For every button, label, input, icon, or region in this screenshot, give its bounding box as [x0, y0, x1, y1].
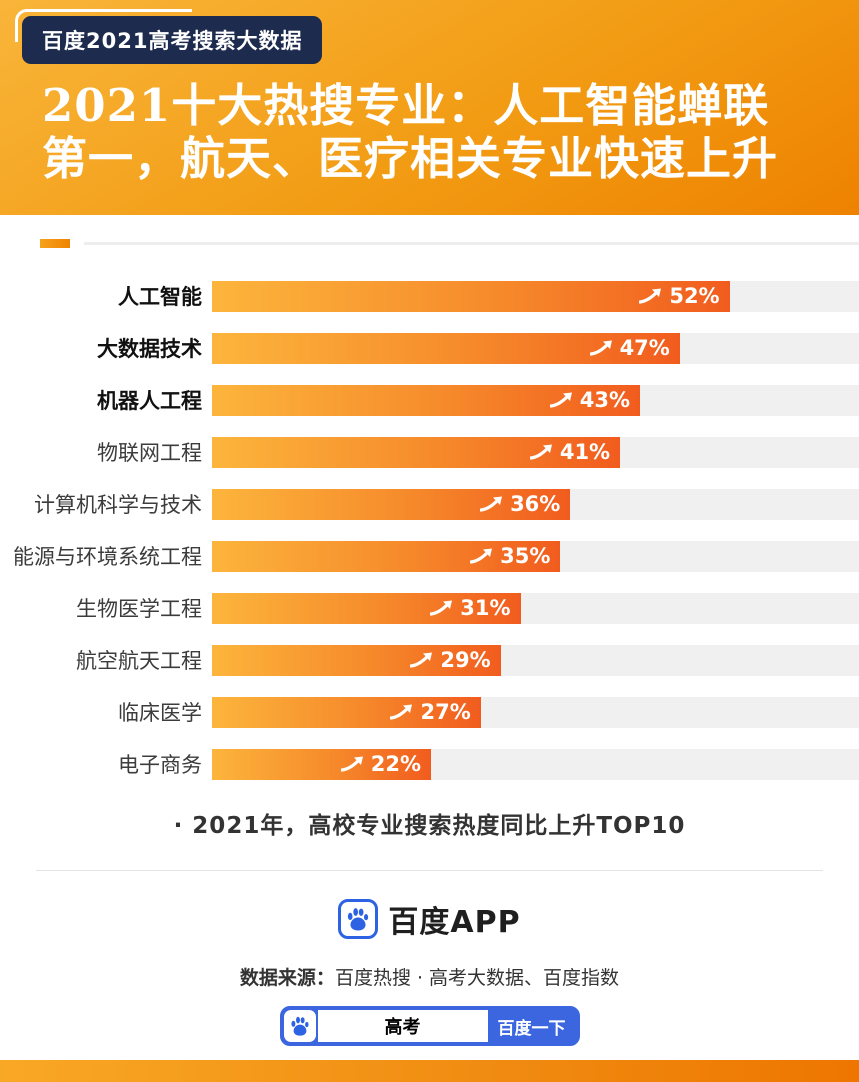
baidu-paw-icon [338, 899, 379, 940]
baidu-app-logo: 百度APP [0, 897, 859, 941]
bar-track: 29% [212, 644, 859, 676]
bar-track: 27% [212, 696, 859, 728]
bar: 52% [212, 280, 730, 312]
bar-chart: 人工智能 52% 大数据技术 [0, 270, 859, 790]
value-label: 27% [420, 700, 471, 725]
page-title-line1: 2021十大热搜专业：人工智能蝉联 [42, 79, 770, 132]
trend-up-arrow-icon [529, 444, 554, 460]
value-label: 41% [559, 440, 611, 465]
accent-bar [40, 239, 70, 249]
bottom-strip [0, 1060, 859, 1082]
bar-track: 31% [212, 592, 859, 624]
chart-row: 航空航天工程 29% [0, 634, 859, 686]
category-label: 生物医学工程 [76, 597, 202, 622]
chart-row: 临床医学 27% [0, 686, 859, 738]
chart-row: 机器人工程 43% [0, 374, 859, 426]
trend-up-arrow-icon [390, 704, 414, 720]
trend-up-arrow-icon [410, 652, 434, 668]
search-button[interactable]: 百度一下 [497, 1018, 566, 1039]
baidu-app-name: 百度APP [388, 905, 521, 941]
bar: 36% [212, 488, 571, 520]
category-label: 人工智能 [118, 285, 202, 310]
baidu-search-bar[interactable]: 高考 百度一下 [279, 1006, 580, 1047]
category-label: 电子商务 [118, 753, 202, 778]
bottom-spacer [0, 1046, 859, 1060]
trend-up-arrow-icon [430, 600, 454, 616]
bar: 27% [212, 696, 481, 728]
page-title-line2: 第一，航天、医疗相关专业快速上升 [42, 131, 779, 185]
chart-row: 人工智能 52% [0, 270, 859, 322]
data-source: 数据来源：百度热搜 · 高考大数据、百度指数 [0, 963, 859, 990]
trend-up-arrow-icon [639, 288, 663, 304]
search-input[interactable]: 高考 [317, 1010, 488, 1043]
chart-row: 大数据技术 47% [0, 322, 859, 374]
value-label: 52% [669, 284, 720, 309]
trend-up-arrow-icon [589, 340, 614, 356]
trend-up-arrow-icon [340, 756, 365, 772]
category-label: 航空航天工程 [76, 649, 202, 674]
bar: 43% [212, 384, 640, 416]
chart-row: 计算机科学与技术 36% [0, 478, 859, 530]
chart-row: 电子商务 22% [0, 738, 859, 790]
bar: 35% [212, 540, 561, 572]
value-label: 47% [619, 336, 670, 361]
category-label: 物联网工程 [97, 441, 202, 466]
bar: 31% [212, 592, 521, 624]
bar: 22% [212, 748, 431, 780]
data-source-label: 数据来源： [239, 967, 335, 990]
chart-row: 生物医学工程 31% [0, 582, 859, 634]
bar-track: 22% [212, 748, 859, 780]
bar: 47% [212, 332, 680, 364]
bar-track: 47% [212, 332, 859, 364]
bar-track: 43% [212, 384, 859, 416]
trend-up-arrow-icon [480, 496, 504, 512]
page-title: 2021十大热搜专业：人工智能蝉联 第一，航天、医疗相关专业快速上升 [42, 79, 823, 185]
footer-divider [36, 870, 823, 872]
section-accent [40, 239, 859, 249]
bar-track: 36% [212, 488, 859, 520]
category-label: 临床医学 [118, 701, 202, 726]
header-banner: 百度2021高考搜索大数据 2021十大热搜专业：人工智能蝉联 第一，航天、医疗… [0, 0, 859, 216]
data-source-text: 百度热搜 · 高考大数据、百度指数 [334, 967, 620, 990]
accent-line [84, 242, 859, 246]
category-label: 计算机科学与技术 [34, 493, 202, 518]
value-label: 22% [370, 752, 421, 777]
category-label: 能源与环境系统工程 [13, 545, 202, 570]
trend-up-arrow-icon [549, 392, 574, 408]
bar-track: 35% [212, 540, 859, 572]
value-label: 36% [510, 492, 561, 517]
value-label: 31% [460, 596, 511, 621]
value-label: 29% [440, 648, 491, 673]
category-label: 大数据技术 [97, 337, 202, 362]
value-label: 43% [579, 388, 630, 413]
series-badge: 百度2021高考搜索大数据 [14, 9, 323, 64]
chart-caption: · 2021年，高校专业搜索热度同比上升TOP10 [173, 813, 686, 840]
search-paw-icon [283, 1010, 316, 1043]
trend-up-arrow-icon [470, 548, 494, 564]
chart-row: 能源与环境系统工程 35% [0, 530, 859, 582]
bar-track: 41% [212, 436, 859, 468]
category-label: 机器人工程 [97, 389, 202, 414]
bar-track: 52% [212, 280, 859, 312]
value-label: 35% [500, 544, 551, 569]
chart-row: 物联网工程 41% [0, 426, 859, 478]
bar: 29% [212, 644, 501, 676]
bar: 41% [212, 436, 621, 468]
